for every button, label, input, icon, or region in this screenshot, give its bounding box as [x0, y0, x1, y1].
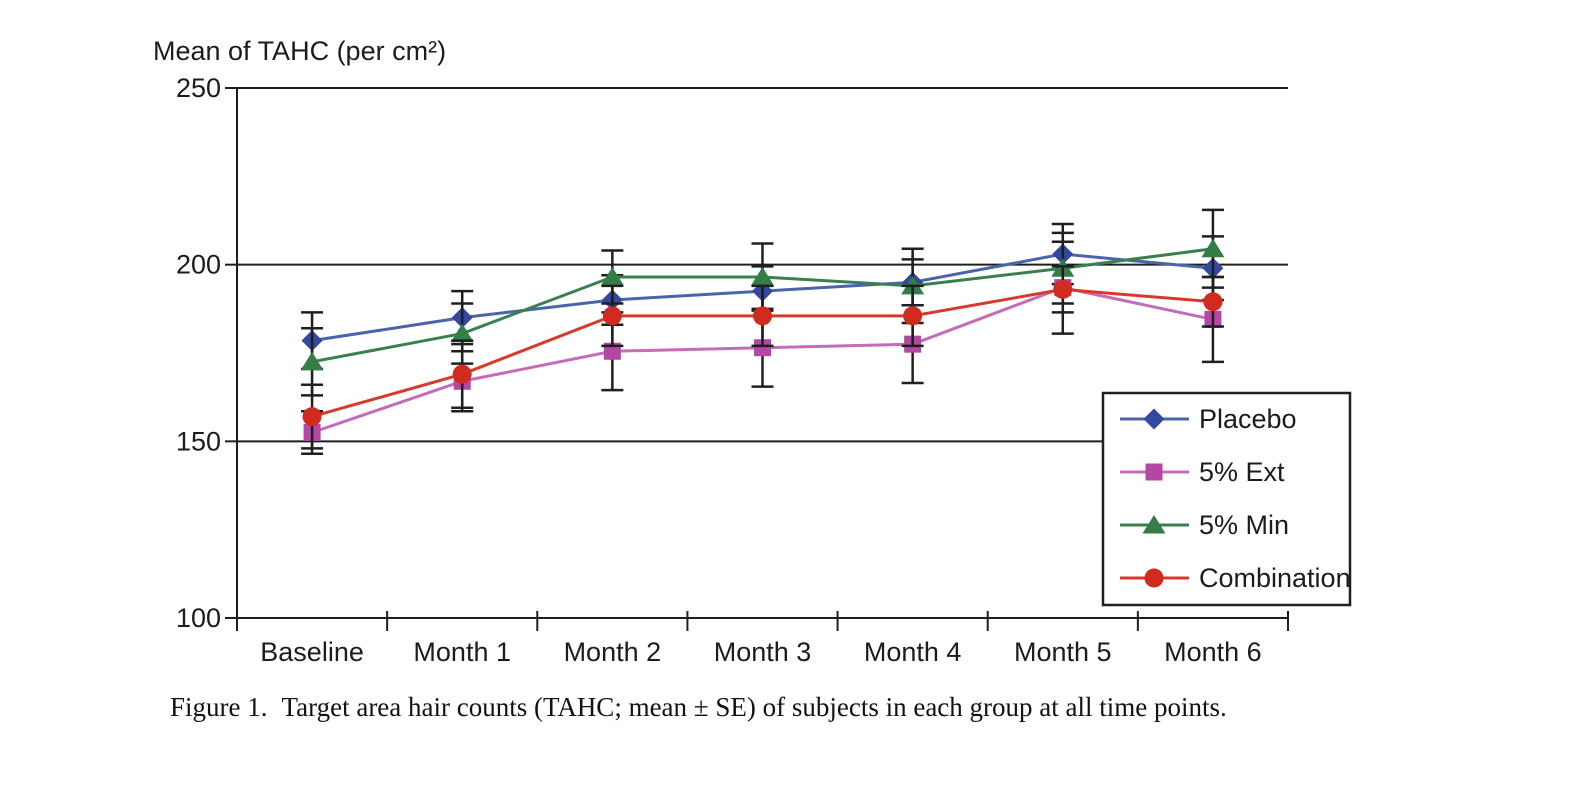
legend-marker-5-min	[1142, 515, 1166, 534]
x-tick-label-month-1: Month 1	[413, 637, 511, 667]
y-tick-label: 150	[176, 426, 221, 456]
figure-caption: Figure 1. Target area hair counts (TAHC; …	[170, 692, 1227, 723]
x-tick-label-baseline: Baseline	[260, 637, 364, 667]
data-point-5-min-month-2	[600, 267, 624, 286]
data-point-combination-month-2	[602, 306, 622, 326]
data-point-combination-month-5	[1053, 279, 1073, 299]
data-point-combination-month-6	[1203, 292, 1223, 312]
legend-label-placebo: Placebo	[1199, 404, 1297, 434]
x-tick-label-month-2: Month 2	[564, 637, 662, 667]
y-tick-label: 200	[176, 250, 221, 280]
data-point-5-ext-month-3	[754, 339, 771, 357]
legend-label-combination: Combination	[1199, 563, 1351, 593]
y-tick-label: 250	[176, 73, 221, 103]
data-point-combination-month-3	[753, 306, 772, 326]
legend-marker-5-ext	[1145, 463, 1163, 481]
series-combination	[301, 265, 1224, 450]
legend-box	[1101, 391, 1352, 607]
x-tick-label-month-6: Month 6	[1164, 637, 1262, 667]
data-point-5-min-month-1	[450, 323, 474, 343]
caption-label: Figure 1.	[170, 692, 268, 722]
data-point-combination-month-4	[903, 306, 923, 326]
data-point-5-min-baseline	[300, 351, 324, 371]
y-tick-label: 100	[176, 603, 221, 633]
data-point-5-min-month-6	[1201, 238, 1225, 258]
caption-text: Target area hair counts (TAHC; mean ± SE…	[281, 692, 1227, 722]
legend-label-5-ext: 5% Ext	[1199, 457, 1285, 487]
legend-item-5-ext: 5% Ext	[1120, 457, 1285, 487]
y-axis-title: Mean of TAHC (per cm²)	[153, 36, 447, 66]
legend-marker-combination	[1144, 568, 1164, 588]
data-point-combination-month-1	[452, 364, 472, 384]
legend-item-placebo: Placebo	[1120, 404, 1297, 434]
legend-marker-placebo	[1143, 408, 1165, 430]
x-tick-label-month-3: Month 3	[714, 637, 812, 667]
legend: Placebo 5% Ext 5% Min Combination	[1101, 391, 1352, 607]
x-tick-label-month-5: Month 5	[1014, 637, 1112, 667]
legend-label-5-min: 5% Min	[1199, 510, 1289, 540]
legend-item-5-min: 5% Min	[1120, 510, 1289, 540]
legend-item-combination: Combination	[1120, 563, 1351, 593]
data-point-5-min-month-3	[751, 267, 774, 286]
data-point-combination-baseline	[302, 407, 322, 427]
x-tick-label-month-4: Month 4	[864, 637, 962, 667]
